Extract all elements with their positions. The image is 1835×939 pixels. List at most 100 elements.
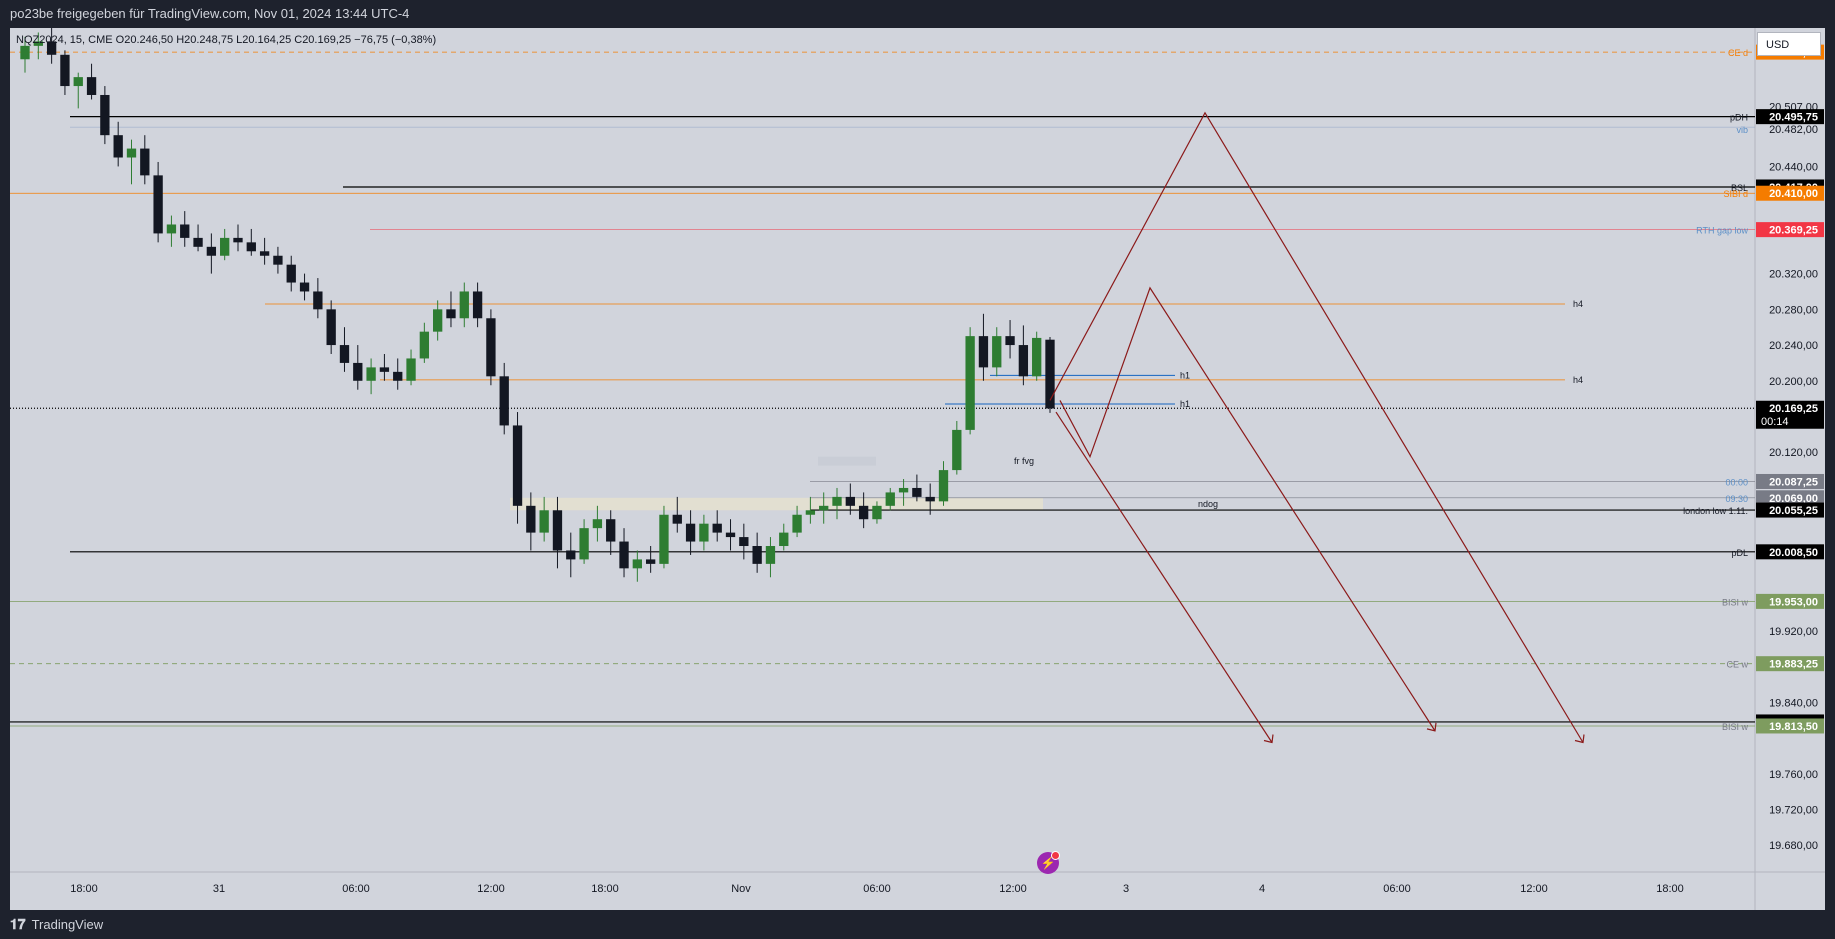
candle-body xyxy=(579,528,589,560)
lightning-icon[interactable]: ⚡ xyxy=(1037,851,1060,874)
line-label-11: CE w xyxy=(1726,660,1748,670)
x-tick-label-11: 12:00 xyxy=(1520,883,1548,895)
y-tick-label-3: 20.320,00 xyxy=(1769,269,1818,281)
y-tick-label-1: 20.482,00 xyxy=(1769,124,1818,136)
price-label-3: 20.410,00 xyxy=(1769,188,1818,200)
x-tick-label-8: 3 xyxy=(1123,883,1129,895)
candle-body xyxy=(566,550,576,560)
candle-body xyxy=(632,559,642,569)
h1-label: h1 xyxy=(1180,399,1190,409)
candle-body xyxy=(419,331,430,359)
line-label-6: 00:00 xyxy=(1725,477,1748,487)
candle-body xyxy=(978,336,989,368)
candle-body xyxy=(46,41,57,55)
price-label-box-7 xyxy=(1756,490,1824,506)
fr-fvg-label: fr fvg xyxy=(1014,456,1034,466)
ndog-label: ndog xyxy=(1198,499,1218,509)
projection-path-1[interactable] xyxy=(1049,111,1584,743)
price-label-10: 19.953,00 xyxy=(1769,596,1818,608)
candle-body xyxy=(140,148,150,176)
candle-body xyxy=(246,242,256,252)
x-tick-label-6: 06:00 xyxy=(863,883,891,895)
y-tick-label-10: 19.760,00 xyxy=(1769,769,1818,781)
price-label-4: 20.369,25 xyxy=(1769,225,1818,237)
candle-body xyxy=(779,532,789,547)
candle-body xyxy=(379,367,390,372)
line-label-9: pDL xyxy=(1731,548,1748,558)
price-label-box-9 xyxy=(1756,544,1824,560)
currency-selector[interactable]: USD xyxy=(1757,32,1821,56)
candle-body xyxy=(180,224,190,238)
y-tick-label-5: 20.240,00 xyxy=(1769,340,1818,352)
y-tick-label-6: 20.200,00 xyxy=(1769,376,1818,388)
projection-path-3[interactable] xyxy=(1055,411,1273,743)
y-tick-label-4: 20.280,00 xyxy=(1769,304,1818,316)
vib-label: vib xyxy=(1736,125,1748,135)
candle-body xyxy=(60,54,70,87)
candle-body xyxy=(752,546,762,564)
candle-body xyxy=(672,514,682,524)
candle-body xyxy=(273,255,283,265)
price-label-7: 20.069,00 xyxy=(1769,493,1818,505)
x-tick-label-1: 31 xyxy=(213,883,225,895)
candle-body xyxy=(685,523,696,542)
candle-body xyxy=(912,487,922,497)
projection-path-2[interactable] xyxy=(1059,286,1436,732)
tradingview-brand[interactable]: 𝟏𝟕 TradingView xyxy=(10,910,103,939)
x-tick-label-7: 12:00 xyxy=(999,883,1027,895)
candle-body xyxy=(925,496,935,502)
candle-body xyxy=(512,425,523,506)
candle-body xyxy=(206,246,217,256)
price-label-box-1 xyxy=(1756,109,1824,125)
x-tick-label-2: 06:00 xyxy=(342,883,370,895)
candle-body xyxy=(220,237,230,256)
x-tick-label-9: 4 xyxy=(1259,883,1265,895)
candle-body xyxy=(113,135,123,158)
candle-body xyxy=(126,148,137,158)
y-tick-label-8: 19.920,00 xyxy=(1769,626,1818,638)
candle-body xyxy=(845,496,855,506)
price-label-box-5 xyxy=(1756,400,1824,429)
candle-body xyxy=(952,429,962,471)
candle-body xyxy=(20,45,30,60)
footer-bar: 𝟏𝟕 TradingView xyxy=(0,910,1835,939)
candle-body xyxy=(832,496,842,506)
x-tick-label-0: 18:00 xyxy=(70,883,98,895)
price-label-13: 19.813,50 xyxy=(1769,721,1818,733)
symbol-info: NQZ2024, 15, CME O20.246,50 H20.248,75 L… xyxy=(16,34,437,46)
candle-body xyxy=(725,532,736,538)
price-label-box-3 xyxy=(1756,185,1824,201)
h1-label: h1 xyxy=(1180,370,1190,380)
candle-body xyxy=(938,470,949,502)
candle-body xyxy=(712,523,722,533)
candle-body xyxy=(326,309,336,346)
candle-body xyxy=(406,358,416,381)
ndog-zone xyxy=(510,497,1043,511)
line-label-10: BISI w xyxy=(1722,597,1749,607)
price-label-11: 19.883,25 xyxy=(1769,659,1818,671)
h4-label: h4 xyxy=(1573,375,1583,385)
candle-body xyxy=(539,510,549,533)
candle-body xyxy=(259,251,270,256)
candle-body xyxy=(872,505,882,520)
candle-body xyxy=(166,224,177,234)
line-label-4: RTH gap low xyxy=(1696,226,1748,236)
candle-body xyxy=(659,514,669,564)
candle-body xyxy=(153,175,163,234)
candle-body xyxy=(526,505,536,533)
fr-fvg-zone xyxy=(818,456,876,466)
price-label-box-4 xyxy=(1756,222,1824,238)
price-label-box-10 xyxy=(1756,593,1824,609)
line-label-13: BISI w xyxy=(1722,722,1749,732)
candle-body xyxy=(233,237,243,243)
candle-body xyxy=(486,318,496,377)
candle-body xyxy=(1045,339,1055,409)
y-tick-label-9: 19.840,00 xyxy=(1769,697,1818,709)
candle-body xyxy=(619,541,629,569)
candle-body xyxy=(100,94,110,136)
y-tick-label-2: 20.440,00 xyxy=(1769,161,1818,173)
candle-body xyxy=(606,519,616,542)
price-label-box-6 xyxy=(1756,473,1824,489)
candle-body xyxy=(552,510,563,551)
